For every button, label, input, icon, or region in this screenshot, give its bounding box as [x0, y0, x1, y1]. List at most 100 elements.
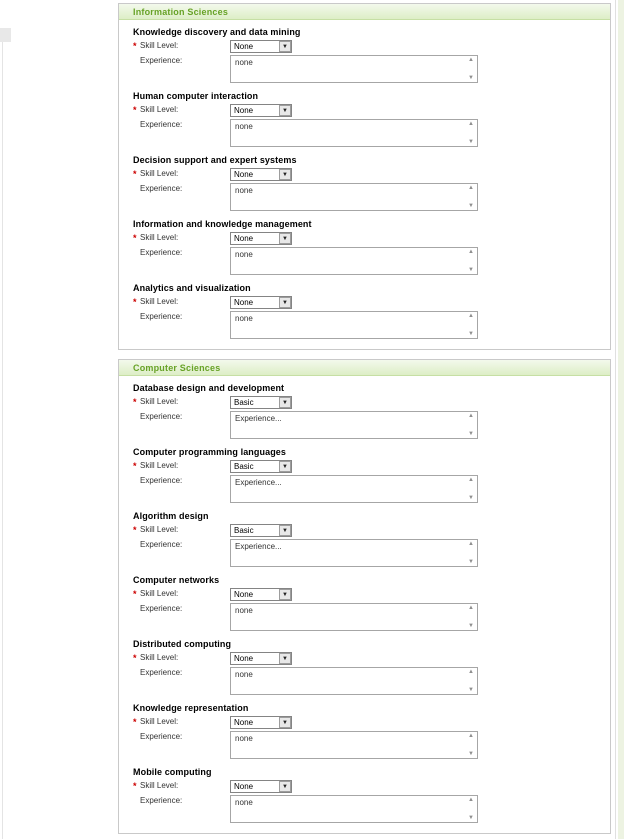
- experience-textarea[interactable]: none ▲ ▼: [230, 731, 478, 759]
- experience-textarea[interactable]: none ▲ ▼: [230, 247, 478, 275]
- dropdown-arrow-icon[interactable]: ▼: [279, 461, 291, 472]
- skill-level-select[interactable]: None ▼: [230, 40, 292, 53]
- scroll-up-icon[interactable]: ▲: [468, 121, 474, 127]
- skill-level-select[interactable]: None ▼: [230, 588, 292, 601]
- scrollbar[interactable]: ▲ ▼: [466, 797, 476, 821]
- skill-level-select[interactable]: Basic ▼: [230, 396, 292, 409]
- scrollbar[interactable]: ▲ ▼: [466, 121, 476, 145]
- dropdown-arrow-icon[interactable]: ▼: [279, 397, 291, 408]
- experience-textarea[interactable]: none ▲ ▼: [230, 795, 478, 823]
- scroll-down-icon[interactable]: ▼: [468, 495, 474, 501]
- scroll-down-icon[interactable]: ▼: [468, 203, 474, 209]
- experience-textarea[interactable]: none ▲ ▼: [230, 603, 478, 631]
- scroll-down-icon[interactable]: ▼: [468, 559, 474, 565]
- scrollbar[interactable]: ▲ ▼: [466, 733, 476, 757]
- scrollbar[interactable]: ▲ ▼: [466, 605, 476, 629]
- dropdown-arrow-icon[interactable]: ▼: [279, 169, 291, 180]
- skill-item-title: Knowledge representation: [133, 703, 249, 713]
- dropdown-arrow-icon[interactable]: ▼: [279, 41, 291, 52]
- skill-level-row: * Skill Level: None ▼: [133, 168, 597, 181]
- experience-text: none: [235, 58, 253, 67]
- scroll-up-icon[interactable]: ▲: [468, 313, 474, 319]
- scroll-down-icon[interactable]: ▼: [468, 331, 474, 337]
- skill-item: Human computer interaction * Skill Level…: [133, 91, 597, 147]
- dropdown-arrow-icon[interactable]: ▼: [279, 717, 291, 728]
- scroll-up-icon[interactable]: ▲: [468, 57, 474, 63]
- experience-textarea[interactable]: none ▲ ▼: [230, 55, 478, 83]
- skill-level-row: * Skill Level: None ▼: [133, 40, 597, 53]
- scroll-up-icon[interactable]: ▲: [468, 413, 474, 419]
- skill-level-select[interactable]: Basic ▼: [230, 460, 292, 473]
- scrollbar[interactable]: ▲ ▼: [466, 249, 476, 273]
- required-asterisk: *: [133, 717, 137, 727]
- experience-textarea[interactable]: Experience... ▲ ▼: [230, 475, 478, 503]
- scroll-down-icon[interactable]: ▼: [468, 431, 474, 437]
- skill-level-value: None: [234, 42, 254, 51]
- dropdown-arrow-icon[interactable]: ▼: [279, 297, 291, 308]
- scroll-down-icon[interactable]: ▼: [468, 267, 474, 273]
- scroll-down-icon[interactable]: ▼: [468, 815, 474, 821]
- skill-level-select[interactable]: None ▼: [230, 652, 292, 665]
- dropdown-arrow-icon[interactable]: ▼: [279, 525, 291, 536]
- skill-item-title: Decision support and expert systems: [133, 155, 297, 165]
- dropdown-arrow-icon[interactable]: ▼: [279, 653, 291, 664]
- skill-level-label: Skill Level:: [140, 717, 179, 726]
- skill-level-label-cell: * Skill Level:: [133, 168, 230, 180]
- experience-label-cell: Experience:: [133, 183, 230, 195]
- experience-textarea[interactable]: none ▲ ▼: [230, 311, 478, 339]
- skill-level-label: Skill Level:: [140, 397, 179, 406]
- skills-form: Information Sciences Knowledge discovery…: [118, 3, 611, 834]
- scrollbar[interactable]: ▲ ▼: [466, 413, 476, 437]
- skill-level-select[interactable]: None ▼: [230, 232, 292, 245]
- dropdown-arrow-icon[interactable]: ▼: [279, 589, 291, 600]
- section-title: Information Sciences: [133, 6, 229, 17]
- scrollbar[interactable]: ▲ ▼: [466, 669, 476, 693]
- scroll-up-icon[interactable]: ▲: [468, 541, 474, 547]
- scroll-up-icon[interactable]: ▲: [468, 477, 474, 483]
- skill-level-select[interactable]: None ▼: [230, 168, 292, 181]
- experience-textarea[interactable]: Experience... ▲ ▼: [230, 411, 478, 439]
- scroll-down-icon[interactable]: ▼: [468, 751, 474, 757]
- scroll-up-icon[interactable]: ▲: [468, 733, 474, 739]
- skill-item: Analytics and visualization * Skill Leve…: [133, 283, 597, 339]
- skill-level-row: * Skill Level: None ▼: [133, 716, 597, 729]
- scroll-up-icon[interactable]: ▲: [468, 669, 474, 675]
- scrollbar[interactable]: ▲ ▼: [466, 57, 476, 81]
- experience-label-cell: Experience:: [133, 55, 230, 67]
- scrollbar[interactable]: ▲ ▼: [466, 313, 476, 337]
- scroll-up-icon[interactable]: ▲: [468, 249, 474, 255]
- experience-label: Experience:: [140, 248, 183, 257]
- experience-textarea[interactable]: Experience... ▲ ▼: [230, 539, 478, 567]
- experience-textarea[interactable]: none ▲ ▼: [230, 183, 478, 211]
- scroll-up-icon[interactable]: ▲: [468, 605, 474, 611]
- scroll-down-icon[interactable]: ▼: [468, 687, 474, 693]
- skill-level-select[interactable]: None ▼: [230, 104, 292, 117]
- scrollbar[interactable]: ▲ ▼: [466, 477, 476, 501]
- skill-level-label: Skill Level:: [140, 233, 179, 242]
- dropdown-arrow-icon[interactable]: ▼: [279, 781, 291, 792]
- scroll-up-icon[interactable]: ▲: [468, 797, 474, 803]
- experience-row: Experience: none ▲ ▼: [133, 311, 597, 339]
- skill-item: Computer programming languages * Skill L…: [133, 447, 597, 503]
- skill-level-select[interactable]: None ▼: [230, 716, 292, 729]
- experience-row: Experience: none ▲ ▼: [133, 183, 597, 211]
- experience-textarea[interactable]: none ▲ ▼: [230, 667, 478, 695]
- experience-textarea[interactable]: none ▲ ▼: [230, 119, 478, 147]
- scroll-up-icon[interactable]: ▲: [468, 185, 474, 191]
- skill-level-select[interactable]: Basic ▼: [230, 524, 292, 537]
- scrollbar[interactable]: ▲ ▼: [466, 541, 476, 565]
- dropdown-arrow-icon[interactable]: ▼: [279, 233, 291, 244]
- skill-item: Algorithm design * Skill Level: Basic ▼ …: [133, 511, 597, 567]
- scroll-down-icon[interactable]: ▼: [468, 623, 474, 629]
- scroll-down-icon[interactable]: ▼: [468, 139, 474, 145]
- skill-level-select[interactable]: None ▼: [230, 780, 292, 793]
- skill-level-select[interactable]: None ▼: [230, 296, 292, 309]
- scroll-down-icon[interactable]: ▼: [468, 75, 474, 81]
- required-spacer: [133, 411, 140, 423]
- experience-row: Experience: none ▲ ▼: [133, 603, 597, 631]
- section-title: Computer Sciences: [133, 362, 221, 373]
- scrollbar[interactable]: ▲ ▼: [466, 185, 476, 209]
- skill-level-row: * Skill Level: None ▼: [133, 232, 597, 245]
- dropdown-arrow-icon[interactable]: ▼: [279, 105, 291, 116]
